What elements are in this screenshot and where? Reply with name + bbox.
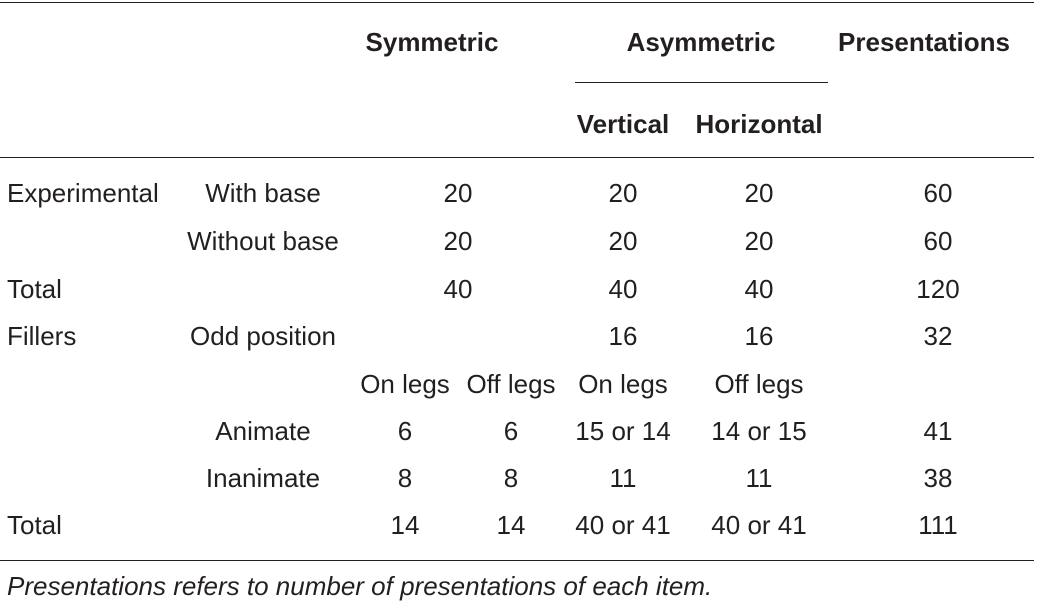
sublabel-without-base: Without base — [187, 226, 339, 256]
cell-presentations: 38 — [923, 463, 953, 493]
cell-asym-on: 15 or 14 — [575, 416, 671, 446]
sublabel-odd-position: Odd position — [190, 321, 336, 351]
header-symmetric: Symmetric — [365, 27, 499, 57]
header-vertical: Vertical — [576, 109, 670, 139]
row-label-total: Total — [7, 274, 62, 304]
header-presentations: Presentations — [838, 27, 1010, 57]
row-label-experimental: Experimental — [7, 178, 159, 208]
header-asymmetric: Asymmetric — [626, 27, 776, 57]
sublabel-animate: Animate — [215, 416, 311, 446]
cell-vertical: 20 — [608, 226, 638, 256]
cell-presentations: 120 — [916, 274, 960, 304]
cell-presentations: 32 — [923, 321, 953, 351]
table-bottom-rule — [0, 560, 1034, 561]
header-bottom-rule — [0, 157, 1034, 158]
cell-sym-on: 6 — [397, 416, 413, 446]
cell-presentations: 60 — [923, 178, 953, 208]
cell-presentations: 60 — [923, 226, 953, 256]
cell-asym-off: 14 or 15 — [711, 416, 807, 446]
cell-symmetric: 20 — [443, 226, 473, 256]
cell-horizontal: 20 — [744, 178, 774, 208]
cell-horizontal: 16 — [744, 321, 774, 351]
sublabel-with-base: With base — [205, 178, 321, 208]
cell-asym-on: 11 — [609, 463, 637, 493]
cell-vertical: 20 — [608, 178, 638, 208]
cell-vertical: 16 — [608, 321, 638, 351]
row-label-fillers: Fillers — [7, 321, 77, 351]
cell-presentations: 41 — [923, 416, 953, 446]
cell-horizontal: 40 — [744, 274, 774, 304]
cell-symmetric: 20 — [443, 178, 473, 208]
cell-sym-on: 14 — [390, 510, 420, 540]
cell-vertical: 40 — [608, 274, 638, 304]
cell-asym-off: 40 or 41 — [711, 510, 807, 540]
cell-sym-off: 14 — [496, 510, 526, 540]
cell-sym-on: 8 — [397, 463, 413, 493]
subheader-asym-on-legs: On legs — [578, 369, 668, 399]
subheader-asym-off-legs: Off legs — [714, 369, 804, 399]
sublabel-inanimate: Inanimate — [205, 463, 321, 493]
row-label-total: Total — [7, 510, 62, 540]
cell-sym-off: 8 — [503, 463, 519, 493]
top-rule — [0, 2, 1034, 3]
subheader-sym-off-legs: Off legs — [466, 369, 556, 399]
cell-sym-off: 6 — [503, 416, 519, 446]
cell-symmetric: 40 — [443, 274, 473, 304]
header-horizontal: Horizontal — [695, 109, 823, 139]
table-footnote: Presentations refers to number of presen… — [7, 571, 713, 601]
cell-horizontal: 20 — [744, 226, 774, 256]
cell-asym-off: 11 — [745, 463, 773, 493]
cell-presentations: 111 — [918, 510, 958, 540]
asymmetric-span-rule — [575, 82, 828, 83]
subheader-sym-on-legs: On legs — [360, 369, 450, 399]
cell-asym-on: 40 or 41 — [575, 510, 671, 540]
